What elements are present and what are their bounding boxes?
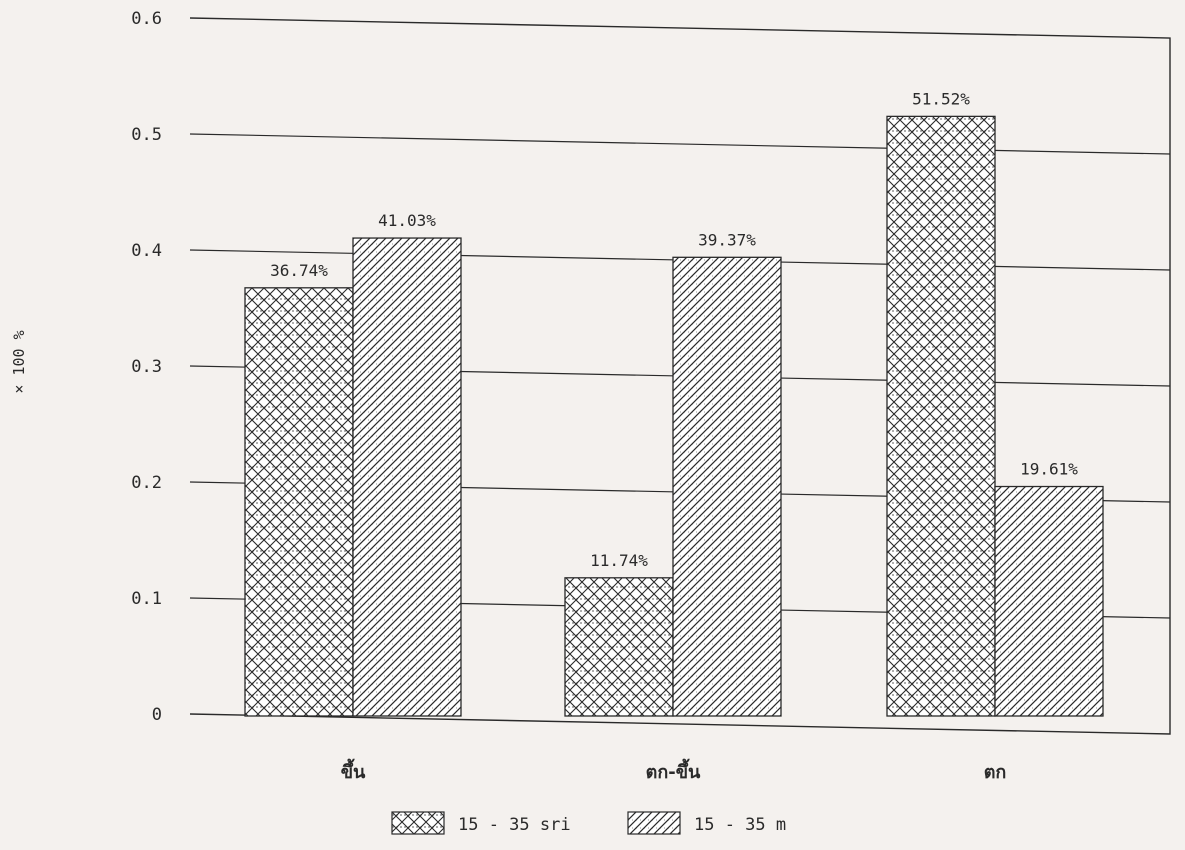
x-tick-label: ขึ้น xyxy=(341,758,366,783)
y-tick-label: 0.1 xyxy=(131,589,162,609)
y-tick-label: 0 xyxy=(152,705,162,725)
data-label: 41.03% xyxy=(378,211,436,230)
legend-label: 15 - 35 sri xyxy=(458,815,571,835)
data-label: 36.74% xyxy=(270,261,328,280)
y-tick-label: 0.6 xyxy=(131,9,162,29)
legend-swatch xyxy=(627,811,681,835)
bar xyxy=(994,485,1104,717)
bar xyxy=(244,287,354,717)
data-labels: 36.74% 41.03% 11.74% 39.37% 51.52% 19.61% xyxy=(270,89,1078,569)
y-axis-title: × 100 % xyxy=(10,330,28,393)
y-tick-label: 0.2 xyxy=(131,473,162,493)
data-label: 39.37% xyxy=(698,230,756,249)
x-tick-label: ตก xyxy=(984,762,1007,783)
legend: 15 - 35 sri 15 - 35 m xyxy=(391,811,786,835)
data-label: 11.74% xyxy=(590,551,648,570)
legend-label: 15 - 35 m xyxy=(694,815,786,835)
x-tick-label: ตก-ขึ้น xyxy=(646,758,701,783)
y-tick-label: 0.3 xyxy=(131,357,162,377)
legend-swatch xyxy=(391,811,445,835)
bar xyxy=(886,115,996,717)
bar xyxy=(352,237,462,717)
x-axis-categories: ขึ้น ตก-ขึ้น ตก xyxy=(341,758,1007,783)
bar xyxy=(672,256,782,717)
data-label: 19.61% xyxy=(1020,460,1078,479)
y-tick-label: 0.5 xyxy=(131,125,162,145)
y-axis: 0 0.1 0.2 0.3 0.4 0.5 0.6 xyxy=(131,9,162,725)
bars xyxy=(244,115,1104,717)
y-tick-label: 0.4 xyxy=(131,241,162,261)
bar xyxy=(564,577,674,717)
gridline xyxy=(189,133,1171,155)
data-label: 51.52% xyxy=(912,89,970,108)
